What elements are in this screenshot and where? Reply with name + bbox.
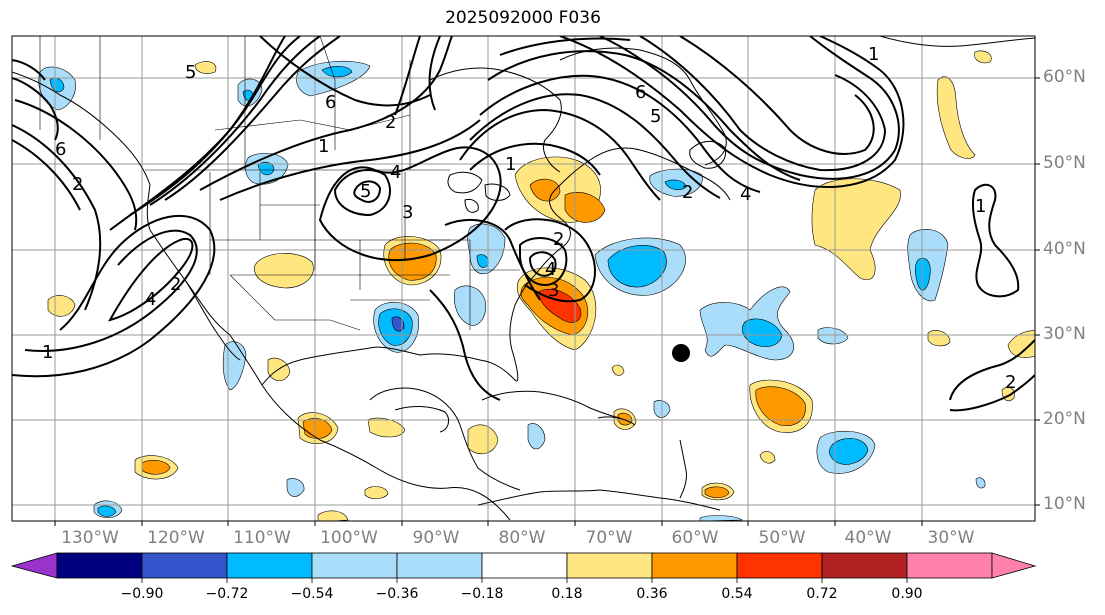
lon-label: 40°W: [844, 528, 892, 548]
colorbar-tick-label: −0.54: [290, 586, 334, 602]
contour-label: 1: [318, 136, 329, 157]
colorbar-segment: [821, 552, 908, 579]
contour-label: 2: [553, 229, 564, 250]
negative-anomaly-fills: [38, 60, 986, 521]
lon-label: 80°W: [498, 528, 546, 548]
contour-label: 6: [325, 92, 336, 113]
lon-label: 70°W: [585, 528, 633, 548]
political-borders: [39, 36, 520, 331]
colorbar-segment: [566, 552, 653, 579]
colorbar-tick-label: 0.18: [551, 586, 583, 602]
contour-label: 1: [42, 342, 53, 363]
coastlines: [12, 36, 1035, 521]
colorbar-tick-label: 0.90: [891, 586, 923, 602]
contour-label: 2: [1005, 372, 1016, 393]
colorbar-segment: [991, 552, 1037, 579]
colorbar-tick-label: −0.18: [460, 586, 504, 602]
lon-label: 50°W: [758, 528, 806, 548]
lat-label: 30°N: [1043, 324, 1086, 344]
colorbar-tick-label: 0.72: [806, 586, 838, 602]
lon-label: 100°W: [320, 528, 378, 548]
colorbar-segment: [481, 552, 568, 579]
contour-label: 5: [185, 62, 196, 83]
colorbar-segment: [311, 552, 398, 579]
lon-label: 30°W: [927, 528, 975, 548]
contour-value-labels: 1 4 2 2 6 1 2 5 4 3 1 2 4 3 4 2 1 1 2 6 …: [42, 44, 1016, 393]
colorbar-segment: [736, 552, 823, 579]
contour-label: 6: [635, 82, 646, 103]
colorbar-tick-label: 0.36: [636, 586, 668, 602]
contour-label: 4: [390, 162, 401, 183]
contour-label: 6: [55, 139, 66, 160]
lat-label: 40°N: [1043, 239, 1086, 259]
lat-label: 10°N: [1043, 494, 1086, 514]
lat-label: 60°N: [1043, 67, 1086, 87]
lon-label: 110°W: [233, 528, 291, 548]
colorbar-segment: [141, 552, 228, 579]
contour-label: 2: [170, 274, 181, 295]
storm-center-marker: [672, 344, 690, 362]
colorbar-segment: [651, 552, 738, 579]
axis-ticks: [54, 77, 1040, 526]
colorbar-segment: [10, 552, 58, 579]
colorbar-segment: [906, 552, 993, 579]
contour-lines: [12, 36, 1035, 412]
colorbar: [10, 552, 1037, 583]
contour-label: 4: [740, 184, 751, 205]
colorbar-tick-label: −0.36: [375, 586, 419, 602]
contour-label: 2: [682, 182, 693, 203]
contour-label: 1: [975, 196, 986, 217]
colorbar-tick-label: −0.90: [120, 586, 164, 602]
contour-label: 4: [545, 259, 556, 280]
lon-label: 120°W: [147, 528, 205, 548]
contour-label: 2: [385, 112, 396, 133]
contour-label: 3: [548, 280, 559, 301]
lat-label: 50°N: [1043, 153, 1086, 173]
colorbar-segment: [56, 552, 143, 579]
contour-label: 1: [505, 154, 516, 175]
contour-label: 5: [360, 181, 371, 202]
contour-label: 4: [145, 289, 156, 310]
lon-label: 90°W: [412, 528, 460, 548]
lon-label: 130°W: [61, 528, 119, 548]
contour-label: 1: [868, 44, 879, 65]
map-title: 2025092000 F036: [445, 8, 601, 28]
colorbar-tick-label: 0.54: [721, 586, 753, 602]
colorbar-tick-label: −0.72: [205, 586, 249, 602]
colorbar-segment: [396, 552, 483, 579]
lat-label: 20°N: [1043, 409, 1086, 429]
contour-label: 3: [402, 202, 413, 223]
contour-label: 5: [650, 106, 661, 127]
colorbar-segment: [226, 552, 313, 579]
lon-label: 60°W: [671, 528, 719, 548]
contour-label: 2: [72, 174, 83, 195]
map-frame: [11, 35, 1036, 522]
